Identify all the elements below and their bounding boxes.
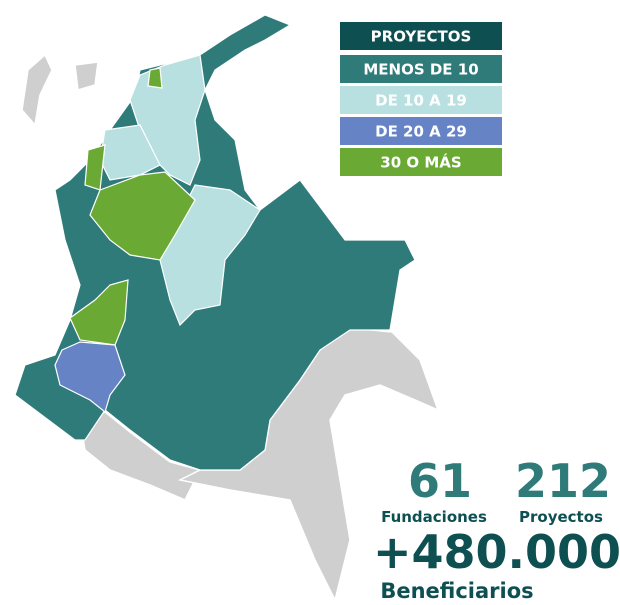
neighbor: [74, 61, 99, 91]
legend: PROYECTOS MENOS DE 10 DE 10 A 19 DE 20 A 2…: [340, 22, 502, 176]
stat-label: Fundaciones: [381, 508, 487, 526]
region: [69, 279, 129, 346]
stat-label: Proyectos: [519, 508, 603, 526]
stat-value: 212: [515, 454, 611, 508]
legend-swatch: [340, 148, 502, 176]
legend-label: 30 O MÁS: [380, 153, 461, 172]
legend-label: DE 20 A 29: [375, 123, 467, 141]
stat-value: 61: [408, 454, 472, 508]
region: [89, 171, 196, 261]
legend-swatch: [340, 117, 502, 145]
beneficiaries-label: Beneficiarios: [380, 579, 533, 603]
legend-label: MENOS DE 10: [363, 61, 478, 79]
region: [54, 341, 126, 414]
neighbor: [79, 411, 202, 501]
legend-label: DE 10 A 19: [375, 92, 467, 110]
legend-swatch: [340, 86, 502, 114]
beneficiaries-value: +480.000: [373, 525, 620, 579]
map: [14, 14, 440, 603]
legend-swatch: [340, 55, 502, 83]
neighbor: [21, 53, 53, 127]
region: [147, 67, 163, 89]
legend-title: PROYECTOS: [371, 28, 472, 46]
legend-title-box: [340, 22, 502, 50]
